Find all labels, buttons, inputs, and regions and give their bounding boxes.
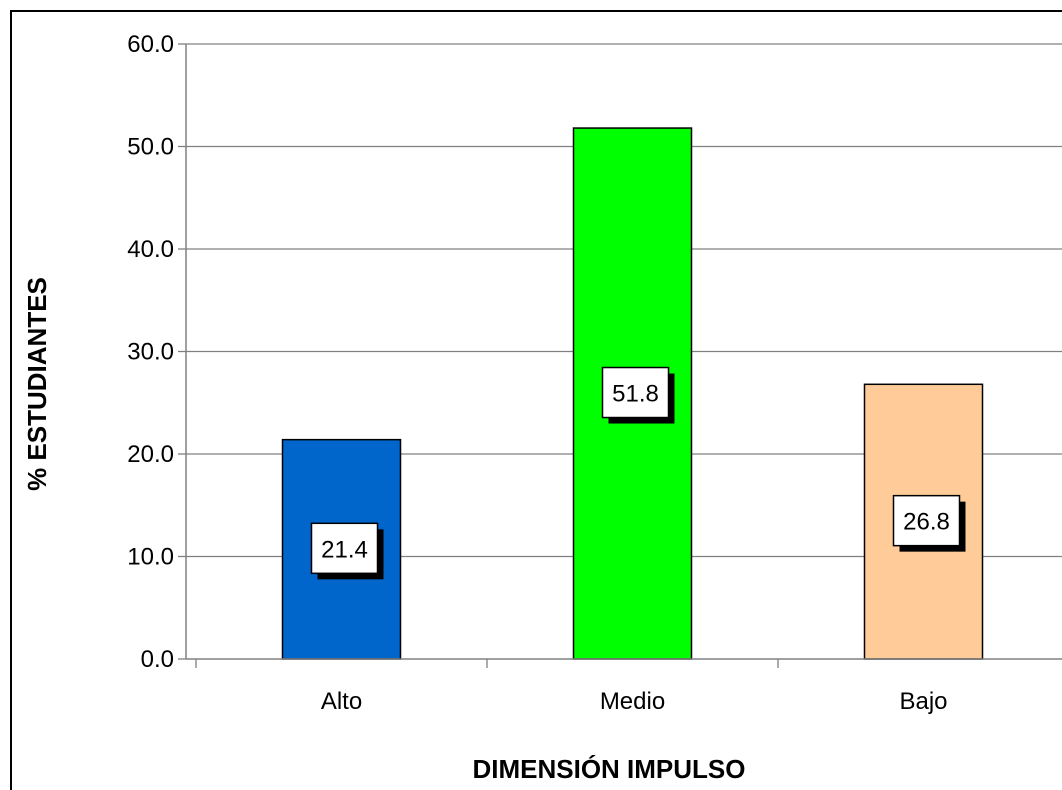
data-label-box — [310, 522, 379, 575]
y-tick-label: 60.0 — [127, 31, 174, 58]
y-tick-label: 30.0 — [127, 339, 174, 366]
y-tick-label: 10.0 — [127, 544, 174, 571]
y-tick-label: 20.0 — [127, 441, 174, 468]
y-tick-label: 50.0 — [127, 134, 174, 161]
data-label: 21.4 — [321, 536, 368, 563]
data-label-box — [601, 366, 670, 419]
y-tick-label: 40.0 — [127, 236, 174, 263]
x-axis-title: DIMENSIÓN IMPULSO — [472, 754, 745, 784]
data-labels: 21.4 51.8 26.8 — [310, 366, 966, 580]
x-tick-label: Medio — [600, 688, 665, 715]
y-tick-label: 0.0 — [141, 646, 174, 673]
data-label-box — [892, 494, 961, 547]
x-tick-label: Bajo — [899, 688, 947, 715]
axes: 0.0 10.0 20.0 30.0 40.0 50.0 60.0 Alto Medio Bajo — [127, 31, 1062, 715]
data-label: 51.8 — [612, 381, 659, 408]
x-tick-label: Alto — [321, 688, 362, 715]
data-label: 26.8 — [903, 509, 950, 536]
y-axis-title: % ESTUDIANTES — [22, 277, 52, 491]
